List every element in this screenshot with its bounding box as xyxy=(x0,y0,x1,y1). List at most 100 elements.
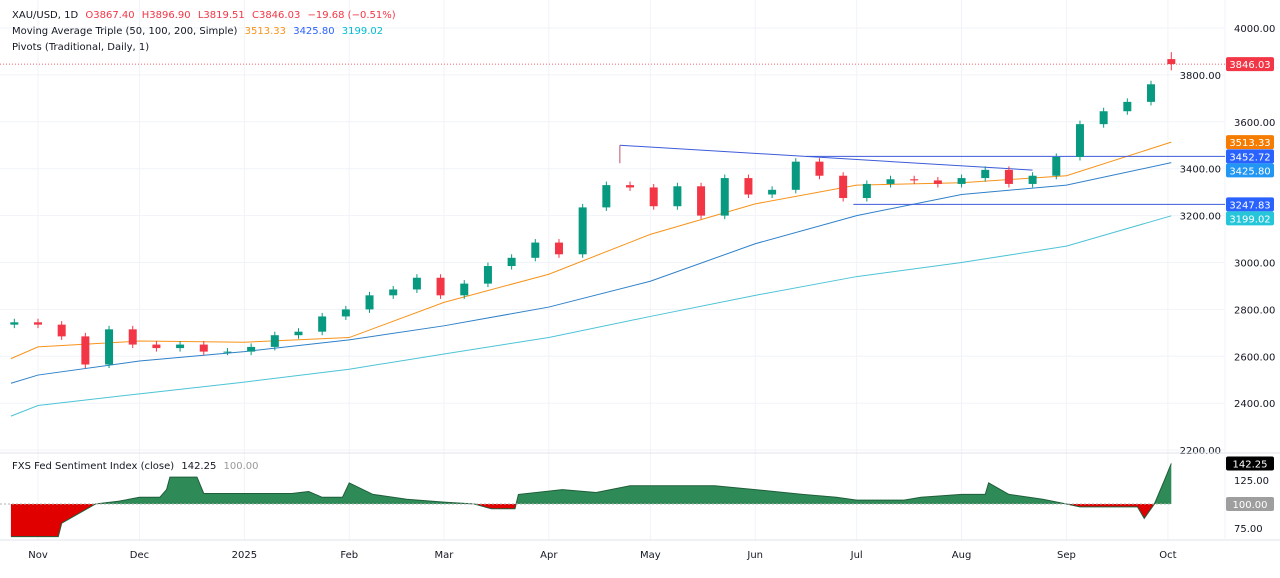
candle-body xyxy=(270,335,279,347)
candle-body xyxy=(1028,175,1037,184)
close-value: C3846.03 xyxy=(251,10,301,21)
y-tick-label: 2400.00 xyxy=(1234,399,1275,410)
candle-body xyxy=(81,336,90,365)
candle-body xyxy=(862,183,871,199)
symbol-label[interactable]: XAU/USD, 1D xyxy=(12,10,79,21)
candle-body xyxy=(460,283,469,296)
candle-body xyxy=(507,257,516,267)
candle-body xyxy=(957,178,966,184)
candle-body xyxy=(815,161,824,176)
candle-body xyxy=(673,186,682,207)
x-tick-label: Feb xyxy=(340,550,358,561)
candle-body xyxy=(247,346,256,352)
price-tag-label: 3247.83 xyxy=(1229,200,1270,211)
y-tick-label: 3200.00 xyxy=(1180,212,1221,223)
x-tick-label: Mar xyxy=(435,550,455,561)
candle-body xyxy=(105,329,114,365)
candle-body xyxy=(744,178,753,195)
candle-body xyxy=(1052,156,1061,176)
sentiment-y-tick: 75.00 xyxy=(1234,524,1263,535)
high-value: H3896.90 xyxy=(141,10,191,21)
price-tag xyxy=(1226,163,1274,178)
sentiment-area-above xyxy=(10,463,1172,504)
sentiment-tag-label: 142.25 xyxy=(1233,459,1268,470)
candle-body xyxy=(1123,101,1132,112)
price-tag xyxy=(1226,135,1274,150)
price-tag xyxy=(1226,211,1274,226)
price-tag xyxy=(1226,57,1274,72)
candle-body xyxy=(436,277,445,296)
price-tag-label: 3452.72 xyxy=(1229,152,1270,163)
candle-body xyxy=(318,316,327,332)
price-tag-label: 3513.33 xyxy=(1229,138,1270,149)
candle-body xyxy=(649,187,658,207)
open-value: O3867.40 xyxy=(85,10,135,21)
sentiment-legend: FXS Fed Sentiment Index (close) 142.25 1… xyxy=(12,461,263,472)
pivots-label[interactable]: Pivots (Traditional, Daily, 1) xyxy=(12,42,150,53)
y-tick-label: 2800.00 xyxy=(1234,305,1275,316)
price-tag xyxy=(1226,149,1274,164)
y-tick-label: 3600.00 xyxy=(1234,118,1275,129)
candle-body xyxy=(34,322,42,325)
candle-body xyxy=(483,266,492,284)
x-tick-label: Apr xyxy=(540,550,558,561)
y-tick-label: 4000.00 xyxy=(1234,24,1275,35)
ma-label[interactable]: Moving Average Triple (50, 100, 200, Sim… xyxy=(12,26,238,37)
candle-body xyxy=(365,295,374,310)
x-tick-label: May xyxy=(640,550,661,561)
pivots-legend: Pivots (Traditional, Daily, 1) xyxy=(12,42,153,53)
x-tick-label: Oct xyxy=(1159,550,1176,561)
candle-body xyxy=(886,179,895,184)
price-tag-label: 3425.80 xyxy=(1229,166,1270,177)
sentiment-baseline: 100.00 xyxy=(223,461,259,472)
x-tick-label: Jul xyxy=(850,550,863,561)
x-tick-label: Nov xyxy=(28,550,48,561)
candle-body xyxy=(1099,111,1108,125)
price-tag xyxy=(1226,197,1274,212)
price-tag-label: 3199.02 xyxy=(1229,214,1270,225)
candle-body xyxy=(57,324,66,337)
price-tag-label: 3846.03 xyxy=(1229,60,1270,71)
x-tick-label: Jun xyxy=(746,550,763,561)
candle-body xyxy=(910,179,919,181)
ma-line-ma50 xyxy=(10,141,1172,360)
sentiment-tag xyxy=(1226,497,1274,511)
candle-body xyxy=(933,180,942,184)
y-tick-label: 3800.00 xyxy=(1180,71,1221,82)
sentiment-line xyxy=(10,463,1172,538)
sentiment-tag-label: 100.00 xyxy=(1233,500,1268,511)
candle-body xyxy=(176,344,185,349)
x-tick-label: Dec xyxy=(130,550,149,561)
candle-body xyxy=(720,178,729,216)
candle-body xyxy=(128,329,137,345)
candle-body xyxy=(981,169,990,179)
candle-body xyxy=(341,309,350,317)
sentiment-value: 142.25 xyxy=(181,461,217,472)
x-tick-label: 2025 xyxy=(232,550,257,561)
candle-body xyxy=(152,344,161,349)
candle-body xyxy=(602,185,611,208)
y-tick-label: 2200.00 xyxy=(1180,446,1221,457)
candle-body xyxy=(1167,59,1176,65)
candle-body xyxy=(223,351,232,353)
change-value: −19.68 (−0.51%) xyxy=(307,10,396,21)
ma-line-ma200 xyxy=(10,215,1172,417)
trend-line xyxy=(619,144,1033,171)
ma200-value: 3199.02 xyxy=(341,26,384,37)
x-tick-label: Sep xyxy=(1057,550,1076,561)
y-tick-label: 3000.00 xyxy=(1234,259,1275,270)
candle-body xyxy=(199,344,208,352)
candle-body xyxy=(839,175,848,199)
candle-body xyxy=(1004,169,1013,184)
sentiment-label[interactable]: FXS Fed Sentiment Index (close) xyxy=(12,461,175,472)
candle-body xyxy=(578,207,587,255)
ma-line-ma100 xyxy=(10,162,1172,384)
candle-body xyxy=(768,189,777,195)
candle-body xyxy=(1147,84,1156,102)
candle-body xyxy=(412,277,421,290)
ma100-value: 3425.80 xyxy=(293,26,335,37)
ma50-value: 3513.33 xyxy=(244,26,287,37)
sentiment-y-tick: 125.00 xyxy=(1234,476,1269,487)
